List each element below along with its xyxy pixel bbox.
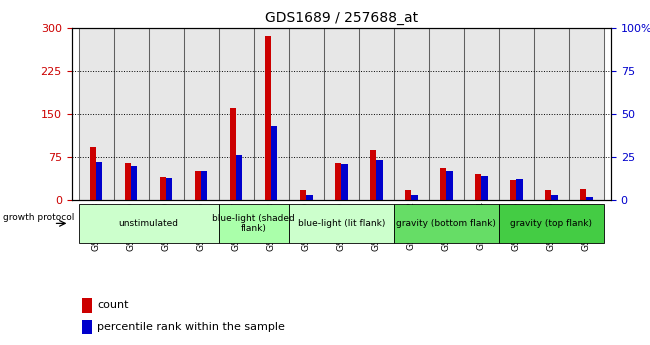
Bar	[394, 28, 429, 200]
Bar	[183, 28, 218, 200]
Text: percentile rank within the sample: percentile rank within the sample	[98, 322, 285, 332]
Bar	[271, 126, 278, 200]
Bar	[411, 195, 417, 200]
Text: count: count	[98, 300, 129, 310]
Bar	[79, 204, 218, 243]
Bar	[218, 28, 254, 200]
Bar	[510, 180, 516, 200]
Bar	[551, 195, 558, 200]
Bar	[114, 28, 149, 200]
Bar	[475, 174, 482, 200]
Bar	[335, 163, 341, 200]
Bar	[499, 204, 604, 243]
Bar	[306, 195, 313, 200]
Text: growth protocol: growth protocol	[3, 213, 74, 222]
Bar	[580, 189, 586, 200]
Bar	[96, 162, 102, 200]
Bar	[131, 166, 137, 200]
Bar	[569, 28, 604, 200]
Bar	[90, 147, 96, 200]
Bar	[166, 178, 172, 200]
Bar	[534, 28, 569, 200]
Text: unstimulated: unstimulated	[118, 219, 179, 228]
Bar	[83, 298, 92, 313]
Bar	[218, 204, 289, 243]
Bar	[545, 190, 551, 200]
Text: blue-light (shaded
flank): blue-light (shaded flank)	[213, 214, 295, 233]
Title: GDS1689 / 257688_at: GDS1689 / 257688_at	[265, 11, 418, 25]
Bar	[289, 204, 394, 243]
Bar	[516, 179, 523, 200]
Bar	[586, 197, 593, 200]
Text: gravity (top flank): gravity (top flank)	[510, 219, 592, 228]
Bar	[370, 149, 376, 200]
Bar	[499, 28, 534, 200]
Bar	[300, 190, 306, 200]
Bar	[195, 171, 201, 200]
Bar	[289, 28, 324, 200]
Text: blue-light (lit flank): blue-light (lit flank)	[298, 219, 385, 228]
Bar	[405, 190, 411, 200]
Bar	[201, 171, 207, 200]
Bar	[464, 28, 499, 200]
Bar	[429, 28, 464, 200]
Bar	[394, 204, 499, 243]
Bar	[440, 168, 447, 200]
Bar	[79, 28, 114, 200]
Bar	[125, 163, 131, 200]
Bar	[324, 28, 359, 200]
Bar	[254, 28, 289, 200]
Bar	[83, 320, 92, 334]
Text: gravity (bottom flank): gravity (bottom flank)	[396, 219, 497, 228]
Bar	[230, 108, 236, 200]
Bar	[160, 177, 166, 200]
Bar	[236, 155, 242, 200]
Bar	[359, 28, 394, 200]
Bar	[482, 176, 488, 200]
Bar	[376, 160, 383, 200]
Bar	[447, 171, 452, 200]
Bar	[149, 28, 183, 200]
Bar	[265, 36, 271, 200]
Bar	[341, 164, 348, 200]
